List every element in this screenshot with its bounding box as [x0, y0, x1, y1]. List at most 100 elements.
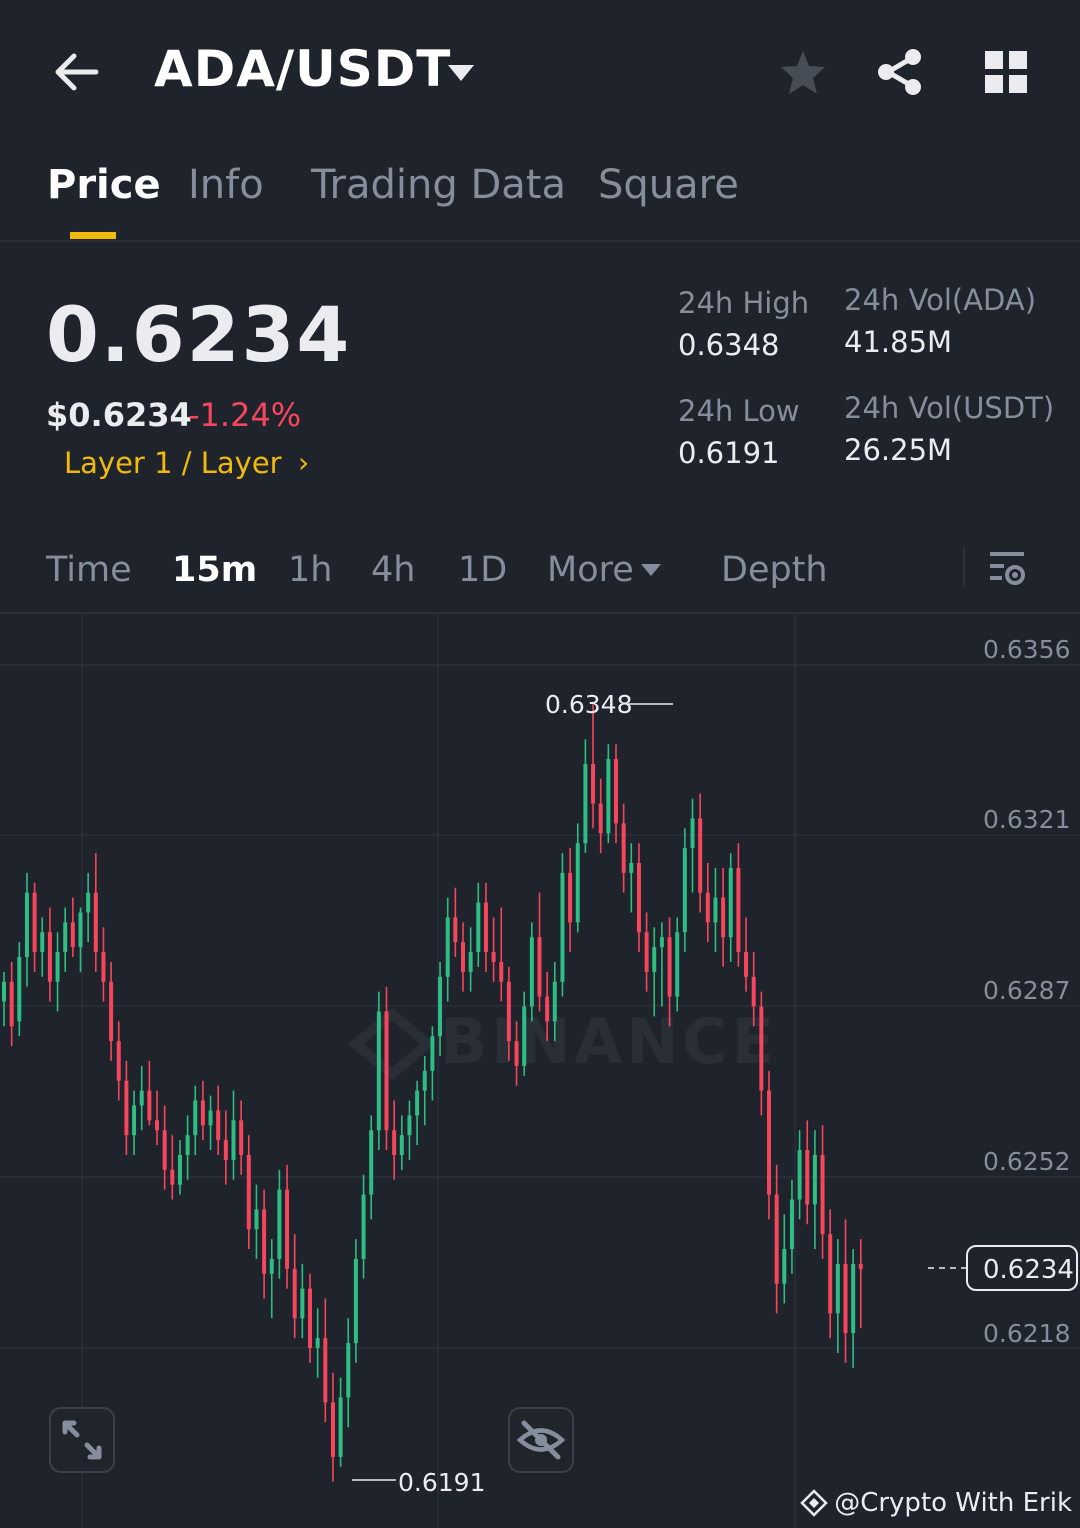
- candle-up: [690, 818, 695, 849]
- candle-down: [147, 1090, 152, 1121]
- interval-1d[interactable]: 1D: [458, 550, 508, 590]
- candle-down: [116, 1041, 121, 1081]
- candle-down: [216, 1110, 221, 1141]
- stat-24h-vol-usdt-value: 26.25M: [844, 433, 953, 467]
- stat-24h-low-value: 0.6191: [678, 436, 780, 470]
- share-icon[interactable]: [874, 46, 926, 98]
- fullscreen-button[interactable]: [49, 1407, 115, 1473]
- y-tick-label: 0.6321: [983, 805, 1070, 834]
- usd-price: $0.6234: [46, 396, 192, 434]
- y-tick-label: 0.6287: [983, 976, 1070, 1005]
- grid-menu-icon[interactable]: [984, 50, 1028, 94]
- candle-up: [193, 1100, 198, 1136]
- category-tag-link[interactable]: Layer 1 / Layer: [64, 446, 282, 480]
- candle-down: [93, 892, 98, 953]
- divider: [0, 240, 1080, 242]
- last-price: 0.6234: [46, 290, 352, 379]
- tab-price[interactable]: Price: [47, 162, 161, 208]
- chevron-right-icon[interactable]: ›: [298, 446, 310, 479]
- candle-down: [285, 1189, 290, 1269]
- favorite-star-icon[interactable]: [778, 48, 828, 98]
- candle-up: [629, 862, 634, 873]
- pair-title[interactable]: ADA/USDT: [154, 40, 452, 98]
- stat-24h-vol-usdt-label: 24h Vol(USDT): [844, 391, 1055, 425]
- candle-down: [499, 961, 504, 982]
- candle-up: [24, 892, 29, 958]
- divider: [0, 612, 1080, 614]
- divider: [963, 548, 965, 586]
- candle-down: [506, 981, 511, 1042]
- candle-up: [797, 1150, 802, 1200]
- candle-up: [529, 937, 534, 1007]
- candle-down: [170, 1169, 175, 1185]
- candle-up: [575, 843, 580, 923]
- candle-down: [384, 1011, 389, 1131]
- candle-up: [407, 1115, 412, 1136]
- binance-watermark: BINANCE: [348, 1005, 778, 1081]
- candle-up: [2, 981, 6, 1002]
- candle-up: [177, 1154, 182, 1185]
- interval-depth[interactable]: Depth: [721, 550, 828, 590]
- current-price-label: 0.6234: [983, 1255, 1074, 1285]
- candle-down: [744, 952, 749, 977]
- candle-down: [636, 862, 641, 933]
- candle-down: [545, 996, 550, 1022]
- candle-up: [346, 1343, 351, 1398]
- tab-trading-data[interactable]: Trading Data: [311, 162, 566, 208]
- candle-down: [323, 1338, 328, 1403]
- candle-down: [9, 981, 14, 1027]
- candlestick-chart[interactable]: BINANCE 0.6356 0.6321 0.6287 0.6252 0.62…: [0, 614, 1080, 1528]
- candle-up: [675, 932, 680, 997]
- interval-1h[interactable]: 1h: [288, 550, 333, 590]
- candle-down: [820, 1154, 825, 1235]
- interval-more[interactable]: More: [547, 550, 634, 590]
- high-annotation: 0.6348: [545, 690, 673, 719]
- candle-up: [86, 892, 91, 913]
- tab-info[interactable]: Info: [188, 162, 264, 208]
- candle-up: [468, 952, 473, 972]
- candle-down: [644, 932, 649, 972]
- candle-up: [185, 1135, 190, 1155]
- watermark-text: BINANCE: [440, 1005, 778, 1078]
- binance-logo-icon: [800, 1489, 828, 1517]
- interval-15m[interactable]: 15m: [172, 550, 258, 590]
- candle-down: [621, 823, 626, 873]
- back-arrow-icon[interactable]: [48, 48, 104, 96]
- pair-dropdown-caret-icon[interactable]: [446, 62, 476, 84]
- candle-down: [246, 1154, 251, 1230]
- toggle-visibility-button[interactable]: [508, 1407, 574, 1473]
- candle-up: [254, 1209, 259, 1230]
- candle-up: [300, 1288, 305, 1319]
- candle-down: [568, 872, 573, 923]
- more-dropdown-caret-icon[interactable]: [640, 562, 662, 576]
- price-change-percent: -1.24%: [188, 396, 302, 434]
- stat-24h-vol-ada-label: 24h Vol(ADA): [844, 283, 1037, 317]
- candle-down: [162, 1130, 167, 1170]
- stat-24h-low-label: 24h Low: [678, 394, 800, 428]
- candle-up: [415, 1090, 420, 1116]
- candle-down: [292, 1268, 297, 1319]
- candle-down: [461, 942, 465, 972]
- candle-down: [70, 922, 75, 948]
- interval-4h[interactable]: 4h: [371, 550, 416, 590]
- y-tick-label: 0.6252: [983, 1147, 1070, 1176]
- candle-up: [583, 763, 588, 844]
- tab-square[interactable]: Square: [598, 162, 739, 208]
- active-tab-indicator: [70, 232, 116, 239]
- candle-up: [522, 1006, 527, 1066]
- candle-down: [109, 981, 114, 1042]
- candle-up: [40, 932, 45, 953]
- candle-down: [759, 1006, 764, 1091]
- candle-up: [277, 1189, 282, 1259]
- candle-up: [231, 1120, 236, 1160]
- candle-up: [17, 957, 22, 1022]
- candle-down: [767, 1090, 771, 1195]
- candle-down: [705, 892, 710, 923]
- candle-up: [132, 1105, 137, 1136]
- candle-down: [828, 1234, 833, 1314]
- candle-down: [774, 1194, 779, 1284]
- candle-down: [101, 952, 106, 982]
- interval-time[interactable]: Time: [46, 550, 132, 590]
- chart-settings-icon[interactable]: [988, 548, 1028, 588]
- candle-down: [736, 867, 741, 953]
